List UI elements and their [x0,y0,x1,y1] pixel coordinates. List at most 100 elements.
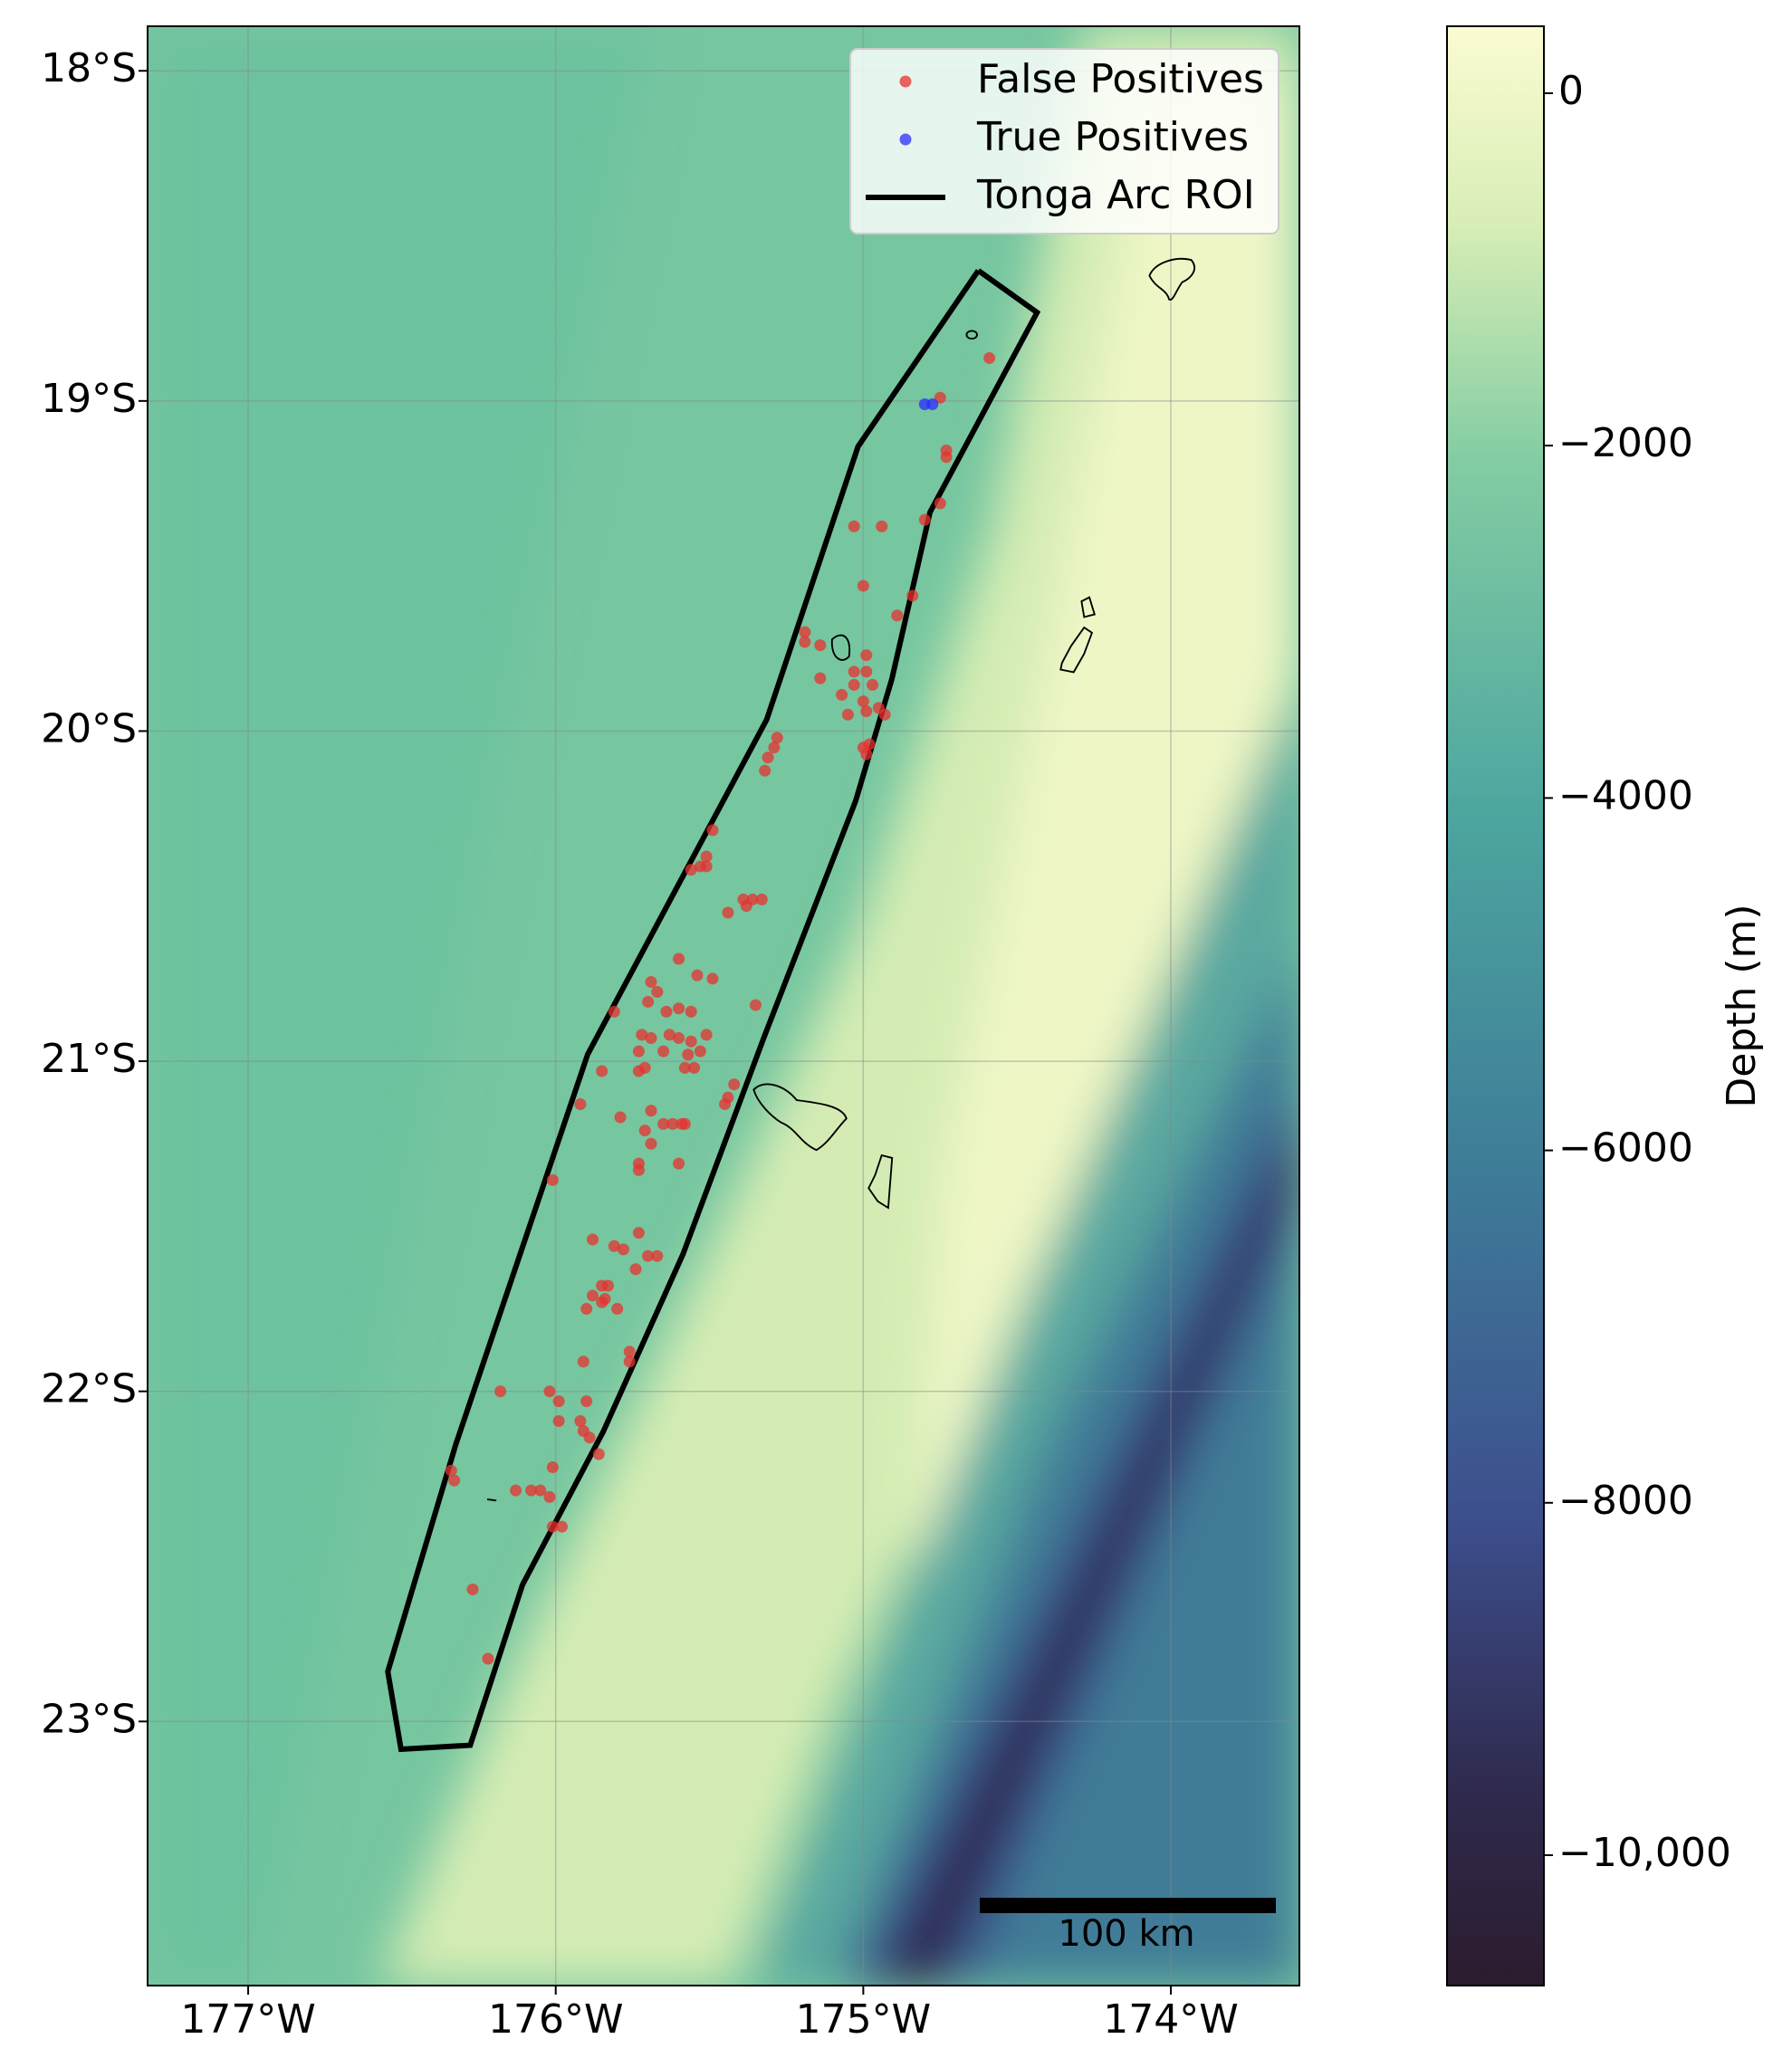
point [762,751,774,764]
point [525,1484,538,1497]
point [673,952,685,965]
colorbar-tick-label: −10,000 [1558,1830,1731,1876]
legend-swatch [899,75,912,88]
point [614,1111,627,1124]
legend: False Positives True Positives Tonga Arc R… [849,48,1279,235]
point [685,1005,697,1018]
legend-label: False Positives [977,56,1264,102]
point [857,695,869,708]
point [860,705,873,718]
point [552,1395,565,1408]
point [466,1583,479,1595]
point [934,391,946,404]
island [1080,596,1097,618]
point [700,1029,713,1041]
point [580,1395,593,1408]
point [645,1032,657,1045]
point [445,1464,457,1477]
point [857,579,869,592]
legend-items: False Positives True Positives Tonga Arc R… [866,56,1264,218]
point [682,1048,695,1061]
point [891,609,904,622]
point [632,1045,645,1058]
point [673,1157,685,1170]
data-layer [385,268,1041,1753]
island [1148,258,1195,301]
point [642,1249,655,1262]
point [722,906,734,919]
point [694,1045,706,1058]
point [706,972,719,985]
colorbar-tick-label: −4000 [1558,772,1693,818]
point [799,626,811,638]
point [759,764,771,777]
point [601,1279,614,1292]
point [700,860,713,873]
colorbar-tick-label: −2000 [1558,420,1693,466]
point [632,1163,645,1176]
point [663,1029,676,1041]
axes: 177°W 176°W 175°W 174°W 18°S 19°S 20°S 21°S 22°S… [41,45,1239,2043]
island [965,330,978,340]
point [632,1065,645,1077]
point [645,1137,657,1150]
scale-bar-rect [980,1898,1276,1913]
point [771,732,783,744]
legend-label: Tonga Arc ROI [976,172,1255,218]
point [642,995,655,1008]
point [685,864,697,876]
point [814,639,827,652]
point [863,738,876,751]
island [752,1083,848,1152]
map-frame [147,25,1300,1986]
point [657,1045,670,1058]
point [636,1029,648,1041]
point [848,520,860,532]
point [583,1431,596,1444]
point [685,1035,697,1048]
point [574,1415,587,1428]
point [688,1061,701,1074]
point [651,1249,664,1262]
y-tick-label: 19°S [41,376,137,422]
island [486,1498,497,1502]
coastlines [486,258,1195,1502]
point [700,850,713,863]
colorbar-ramp [1446,25,1545,1986]
point [657,1117,670,1130]
point [934,497,946,510]
point [596,1296,609,1308]
point [629,1263,642,1276]
point [666,1117,679,1130]
point [755,893,768,905]
point [546,1461,559,1474]
bathymetry [148,26,1299,1986]
point [586,1233,599,1246]
point [608,1240,620,1252]
x-tick-label: 174°W [1103,1996,1239,2043]
point [749,999,762,1011]
point [510,1484,522,1497]
colorbar-tick-label: −8000 [1558,1478,1693,1524]
point [848,678,860,691]
island [867,1153,894,1210]
point [860,649,873,662]
point [608,1005,620,1018]
point [623,1355,636,1368]
y-tick-label: 22°S [41,1366,137,1412]
point [728,1078,741,1091]
legend-swatch [899,133,912,146]
colorbar: Depth (m) 0 −2000 −4000 −6000 −8000 −10,000 [1446,25,1765,1986]
point [556,1520,569,1533]
point [691,969,704,981]
colorbar-tick-label: −6000 [1558,1125,1693,1172]
y-tick-label: 18°S [41,45,137,91]
point [651,986,664,999]
point [876,520,888,532]
point [552,1415,565,1428]
point [678,1117,691,1130]
point [918,513,931,526]
point [983,351,996,364]
point [611,1303,624,1316]
